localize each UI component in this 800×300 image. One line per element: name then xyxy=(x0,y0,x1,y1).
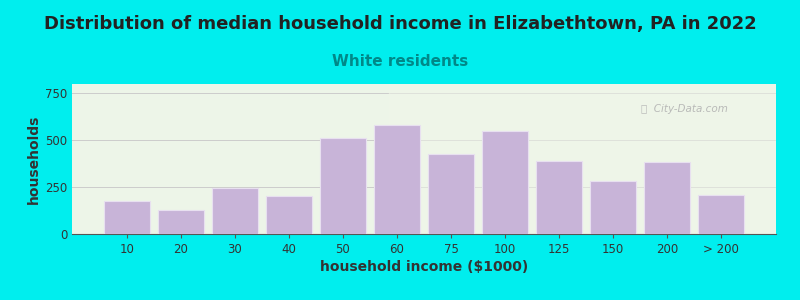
Bar xyxy=(590,181,636,234)
Bar xyxy=(212,188,258,234)
X-axis label: household income ($1000): household income ($1000) xyxy=(320,260,528,274)
Text: White residents: White residents xyxy=(332,54,468,69)
Bar xyxy=(428,154,474,234)
Text: Distribution of median household income in Elizabethtown, PA in 2022: Distribution of median household income … xyxy=(44,15,756,33)
Bar xyxy=(158,210,204,234)
Text: ⓘ  City-Data.com: ⓘ City-Data.com xyxy=(641,104,728,115)
Bar xyxy=(482,131,528,234)
Bar xyxy=(104,201,150,234)
Bar xyxy=(698,195,744,234)
Bar xyxy=(644,162,690,234)
Bar xyxy=(266,196,312,234)
Bar xyxy=(320,138,366,234)
Y-axis label: households: households xyxy=(26,114,41,204)
Bar xyxy=(389,84,776,234)
Bar xyxy=(536,161,582,234)
Bar xyxy=(374,125,420,234)
